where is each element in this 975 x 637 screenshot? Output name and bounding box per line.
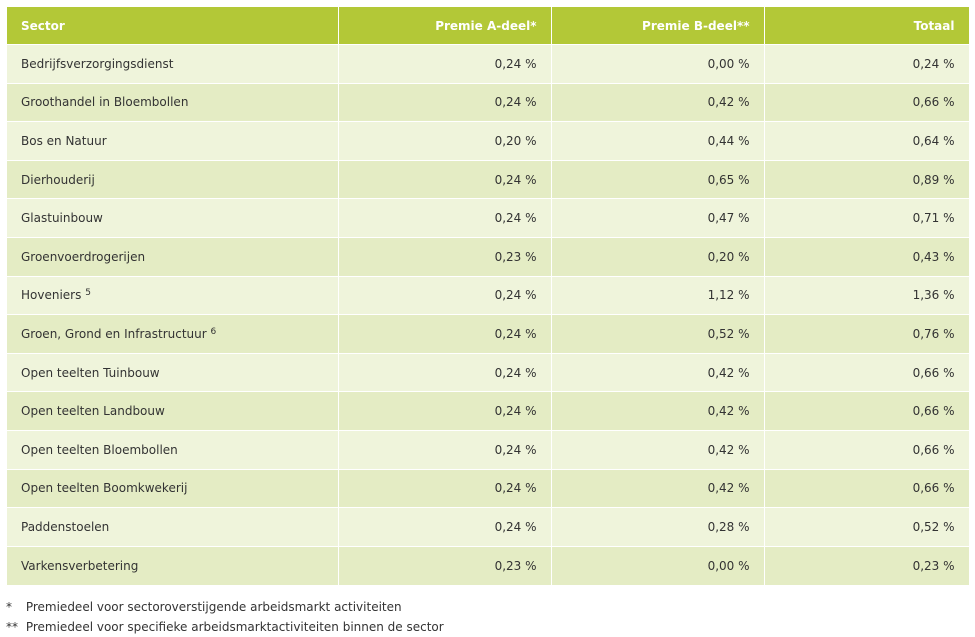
footnote: * Premiedeel voor sectoroverstijgende ar… (6, 597, 444, 617)
value-cell: 0,24 % (338, 352, 552, 392)
sector-cell: Bos en Natuur (7, 121, 339, 161)
sector-name: Hoveniers (21, 288, 82, 303)
value-cell: 0,42 % (551, 352, 765, 392)
value-cell: 0,24 % (338, 159, 552, 199)
header-cell: Premie B-deel** (551, 7, 765, 45)
value-cell: 0,24 % (338, 82, 552, 122)
value-cell: 0,28 % (551, 507, 765, 547)
footnote: ** Premiedeel voor specifieke arbeidsmar… (6, 617, 444, 637)
sector-cell: Glastuinbouw (7, 198, 339, 238)
table-row: Groenvoerdrogerijen 0,23 % 0,20 % 0,43 % (7, 236, 970, 277)
value-cell: 0,24 % (764, 44, 970, 84)
value-cell: 0,42 % (551, 468, 765, 508)
sector-cell: Open teelten Tuinbouw (7, 352, 339, 392)
header-row: Sector Premie A-deel* Premie B-deel** Totaa… (7, 7, 970, 45)
table-row: Open teelten Boomkwekerij 0,24 % 0,42 % 0,6… (7, 468, 970, 508)
table-row: Open teelten Landbouw 0,24 % 0,42 % 0,66 % (7, 391, 970, 431)
value-cell: 0,66 % (764, 429, 970, 470)
header-cell: Premie A-deel* (338, 7, 552, 45)
value-cell: 1,12 % (551, 275, 765, 315)
footnote-ref: 5 (85, 288, 91, 299)
footnote-ref: 6 (210, 326, 217, 337)
table-row: Groen, Grond en Infrastructuur 6 0,24 % 0,… (7, 314, 970, 354)
value-cell: 1,36 % (764, 275, 970, 315)
value-cell: 0,42 % (551, 429, 765, 470)
table-row: Hoveniers 5 0,24 % 1,12 % 1,36 % (7, 275, 970, 315)
table-row: Bedrijfsverzorgingsdienst 0,24 % 0,00 % 0,2… (7, 44, 970, 84)
value-cell: 0,23 % (764, 545, 970, 585)
sector-name: Groen, Grond en Infrastructuur (21, 326, 207, 341)
value-cell: 0,89 % (764, 159, 970, 199)
footnote-text: Premiedeel voor sectoroverstijgende arbe… (25, 600, 402, 614)
sector-cell: Groothandel in Bloembollen (7, 82, 339, 122)
value-cell: 0,47 % (551, 198, 765, 238)
value-cell: 0,23 % (338, 545, 552, 585)
value-cell: 0,44 % (551, 121, 765, 161)
value-cell: 0,66 % (764, 468, 970, 508)
footnote-text: Premiedeel voor specifieke arbeidsmarkta… (25, 620, 444, 634)
footnote-marker: * (6, 600, 12, 614)
sector-cell: Bedrijfsverzorgingsdienst (7, 44, 339, 84)
sector-cell: Groenvoerdrogerijen (7, 236, 339, 277)
value-cell: 0,20 % (551, 236, 765, 277)
value-cell: 0,24 % (338, 198, 552, 238)
value-cell: 0,66 % (764, 352, 970, 392)
sector-cell: Open teelten Boomkwekerij (7, 468, 339, 508)
value-cell: 0,66 % (764, 82, 970, 122)
value-cell: 0,24 % (338, 275, 552, 315)
value-cell: 0,00 % (551, 44, 765, 84)
table-row: Glastuinbouw 0,24 % 0,47 % 0,71 % (7, 198, 970, 238)
footnote-marker: ** (6, 620, 18, 634)
table-wrap: Sector Premie A-deel* Premie B-deel** Totaa… (7, 7, 970, 585)
table-row: Varkensverbetering 0,23 % 0,00 % 0,23 % (7, 545, 970, 585)
value-cell: 0,52 % (764, 507, 970, 547)
sector-cell: Dierhouderij (7, 159, 339, 199)
value-cell: 0,24 % (338, 468, 552, 508)
premium-table: Sector Premie A-deel* Premie B-deel** Totaa… (7, 7, 970, 585)
sector-cell: Open teelten Landbouw (7, 391, 339, 431)
value-cell: 0,24 % (338, 507, 552, 547)
value-cell: 0,24 % (338, 429, 552, 470)
value-cell: 0,24 % (338, 391, 552, 431)
table-row: Open teelten Tuinbouw 0,24 % 0,42 % 0,66 % (7, 352, 970, 392)
table-row: Groothandel in Bloembollen 0,24 % 0,42 % 0,… (7, 82, 970, 122)
value-cell: 0,64 % (764, 121, 970, 161)
table-row: Paddenstoelen 0,24 % 0,28 % 0,52 % (7, 507, 970, 547)
value-cell: 0,00 % (551, 545, 765, 585)
table-row: Open teelten Bloembollen 0,24 % 0,42 % 0,66… (7, 429, 970, 470)
table-row: Bos en Natuur 0,20 % 0,44 % 0,64 % (7, 121, 970, 161)
sector-cell: Groen, Grond en Infrastructuur 6 (7, 314, 339, 354)
value-cell: 0,42 % (551, 391, 765, 431)
sector-cell: Hoveniers 5 (7, 275, 339, 315)
sector-cell: Paddenstoelen (7, 507, 339, 547)
header-cell: Sector (7, 7, 339, 45)
value-cell: 0,23 % (338, 236, 552, 277)
value-cell: 0,71 % (764, 198, 970, 238)
sector-cell: Open teelten Bloembollen (7, 429, 339, 470)
value-cell: 0,24 % (338, 314, 552, 354)
value-cell: 0,42 % (551, 82, 765, 122)
value-cell: 0,24 % (338, 44, 552, 84)
value-cell: 0,52 % (551, 314, 765, 354)
value-cell: 0,65 % (551, 159, 765, 199)
footnotes: * Premiedeel voor sectoroverstijgende ar… (6, 597, 444, 637)
value-cell: 0,76 % (764, 314, 970, 354)
value-cell: 0,43 % (764, 236, 970, 277)
value-cell: 0,66 % (764, 391, 970, 431)
header-cell: Totaal (764, 7, 970, 45)
sector-cell: Varkensverbetering (7, 545, 339, 585)
table-body: Bedrijfsverzorgingsdienst 0,24 % 0,00 % 0,2… (7, 44, 970, 585)
table-row: Dierhouderij 0,24 % 0,65 % 0,89 % (7, 159, 970, 199)
value-cell: 0,20 % (338, 121, 552, 161)
